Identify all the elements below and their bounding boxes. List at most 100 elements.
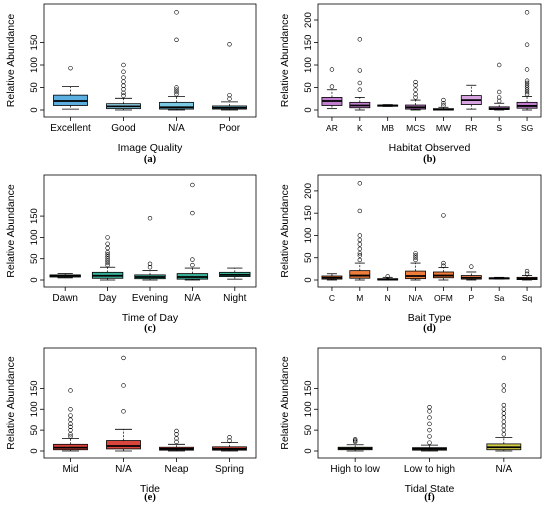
panel-f: 0 50 100 150 Relative Abundance High to low Lo…: [279, 347, 542, 503]
y-tick-label: 150: [303, 380, 314, 396]
y-tick-label: 100: [303, 57, 314, 73]
outlier-point: [227, 438, 232, 443]
outlier-point: [105, 258, 110, 264]
outlier-point: [524, 271, 530, 276]
y-tick-label: 200: [303, 183, 314, 199]
x-tick-label: OFM: [434, 293, 453, 303]
outlier-point: [357, 246, 363, 252]
box-m: [349, 181, 371, 281]
y-tick-label: 0: [29, 107, 40, 112]
x-tick-label: Night: [223, 293, 247, 304]
box-excellent: [53, 65, 88, 110]
x-tick-label: N/A: [495, 464, 512, 475]
y-axis-label: Relative Abundance: [279, 356, 291, 450]
outlier-point: [524, 85, 530, 90]
box-n-a: [159, 10, 194, 111]
outlier-point: [496, 98, 502, 104]
box-mcs: [405, 79, 426, 111]
panel-b: 0 50 100 150 200 Relative Abundance AR K MB MCS MW…: [279, 3, 542, 165]
y-tick-label: 150: [29, 208, 40, 224]
panel-a: 0 50 100 150 Relative Abundance Excellent Good…: [5, 3, 257, 165]
outlier-point: [441, 97, 446, 103]
outlier-point: [524, 67, 530, 72]
outlier-point: [524, 89, 530, 95]
x-axis-label: Tidal State: [405, 483, 455, 495]
y-tick-label: 50: [303, 82, 314, 93]
y-tick-label: 50: [303, 252, 314, 263]
y-tick-label: 200: [303, 12, 314, 28]
box-iqr: [106, 440, 141, 450]
x-tick-label: C: [329, 293, 335, 303]
outlier-point: [496, 62, 502, 68]
y-tick-label: 0: [29, 277, 40, 282]
outlier-point: [357, 208, 363, 214]
box-k: [349, 37, 371, 111]
outlier-point: [227, 92, 232, 98]
outlier-point: [427, 409, 432, 414]
x-tick-label: Evening: [132, 293, 168, 304]
x-tick-label: N/A: [184, 293, 201, 304]
outlier-point: [174, 37, 179, 42]
outlier-point: [413, 251, 418, 256]
outlier-point: [227, 96, 232, 101]
outlier-point: [105, 235, 110, 240]
x-tick-label: SG: [521, 123, 533, 133]
outlier-point: [357, 87, 363, 92]
outlier-point: [413, 79, 418, 85]
box-n-a: [405, 251, 426, 281]
x-tick-label: AR: [326, 123, 338, 133]
outlier-point: [501, 423, 507, 429]
outlier-point: [147, 261, 153, 267]
outlier-point: [174, 92, 179, 97]
outlier-point: [190, 210, 195, 216]
outlier-point: [524, 78, 530, 83]
outlier-point: [68, 434, 73, 439]
outlier-point: [121, 409, 126, 414]
outlier-point: [121, 93, 126, 98]
outlier-point: [105, 262, 110, 268]
y-axis-label: Relative Abundance: [5, 14, 17, 108]
x-tick-label: Day: [99, 293, 117, 304]
x-tick-label: Spring: [215, 464, 244, 475]
outlier-point: [105, 245, 110, 251]
box-evening: [134, 216, 166, 281]
outlier-point: [121, 383, 126, 388]
x-tick-label: S: [496, 123, 502, 133]
box-sa: [488, 276, 510, 280]
x-tick-label: N/A: [168, 123, 185, 134]
plot-frame: [43, 347, 257, 459]
outlier-point: [524, 42, 530, 47]
box-p: [460, 264, 482, 281]
y-axis-label: Relative Abundance: [5, 356, 17, 450]
outlier-point: [68, 417, 73, 422]
x-tick-label: N/A: [408, 293, 423, 303]
y-tick-label: 150: [303, 205, 314, 221]
y-tick-label: 50: [29, 82, 40, 93]
y-tick-label: 150: [29, 35, 40, 51]
outlier-point: [68, 427, 73, 433]
x-axis-label: Bait Type: [408, 312, 452, 324]
outlier-point: [413, 83, 418, 88]
outlier-point: [501, 415, 507, 420]
x-tick-label: N: [385, 293, 391, 303]
outlier-point: [68, 421, 73, 427]
box-c: [321, 273, 343, 281]
outlier-point: [105, 241, 110, 246]
box-n-a: [106, 355, 141, 452]
outlier-point: [174, 85, 179, 90]
outlier-point: [121, 75, 126, 80]
outlier-point: [441, 260, 446, 266]
outlier-point: [147, 265, 153, 270]
outlier-point: [427, 434, 432, 439]
outlier-point: [121, 87, 126, 92]
y-tick-label: 100: [29, 401, 40, 417]
x-tick-label: Good: [111, 123, 135, 134]
x-tick-label: Low to high: [404, 464, 455, 475]
outlier-point: [501, 355, 507, 361]
outlier-point: [68, 432, 73, 437]
outlier-point: [357, 80, 363, 86]
outlier-point: [68, 407, 73, 412]
outlier-point: [427, 415, 432, 420]
x-tick-label: MCS: [406, 123, 425, 133]
x-axis-label: Image Quality: [118, 142, 184, 154]
